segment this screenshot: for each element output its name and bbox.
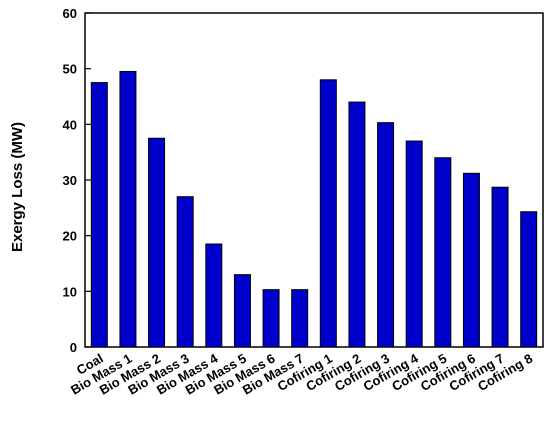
bar: [434, 157, 452, 348]
y-tick-label: 50: [63, 62, 77, 77]
y-tick-label: 20: [63, 229, 77, 244]
bar: [148, 137, 166, 348]
bar: [119, 70, 137, 348]
y-tick-label: 30: [63, 173, 77, 188]
y-tick-label: 10: [63, 284, 77, 299]
bar: [205, 243, 223, 348]
y-tick-label: 60: [63, 6, 77, 21]
y-tick-label: 0: [70, 340, 77, 355]
bar: [90, 82, 108, 348]
bar: [233, 274, 251, 348]
bar: [348, 101, 366, 348]
bar: [462, 172, 480, 348]
y-axis-title: Exergy Loss (MW): [9, 122, 26, 252]
y-tick-label: 40: [63, 117, 77, 132]
bar: [377, 122, 395, 348]
bar: [319, 79, 337, 348]
bar: [405, 140, 423, 348]
bar: [491, 186, 509, 348]
bar: [262, 289, 280, 348]
bar: [176, 196, 194, 348]
bar: [291, 289, 309, 348]
bar: [520, 211, 538, 348]
